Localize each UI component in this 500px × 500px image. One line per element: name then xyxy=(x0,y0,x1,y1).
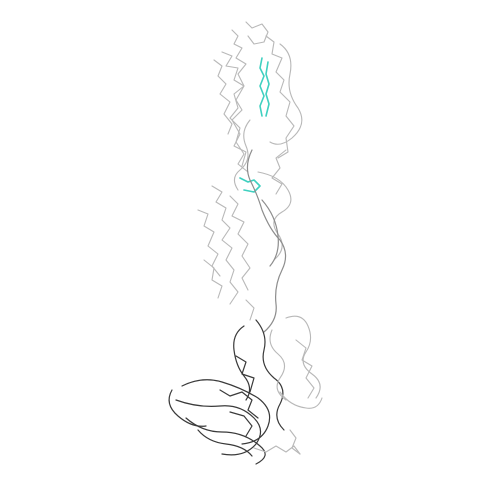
backbone-linker xyxy=(246,149,287,333)
middle-domain xyxy=(197,171,292,321)
highlight-strands xyxy=(239,57,270,193)
upper-domain xyxy=(213,21,303,195)
lower-domain xyxy=(168,319,285,465)
lower-right-domain xyxy=(253,315,323,455)
